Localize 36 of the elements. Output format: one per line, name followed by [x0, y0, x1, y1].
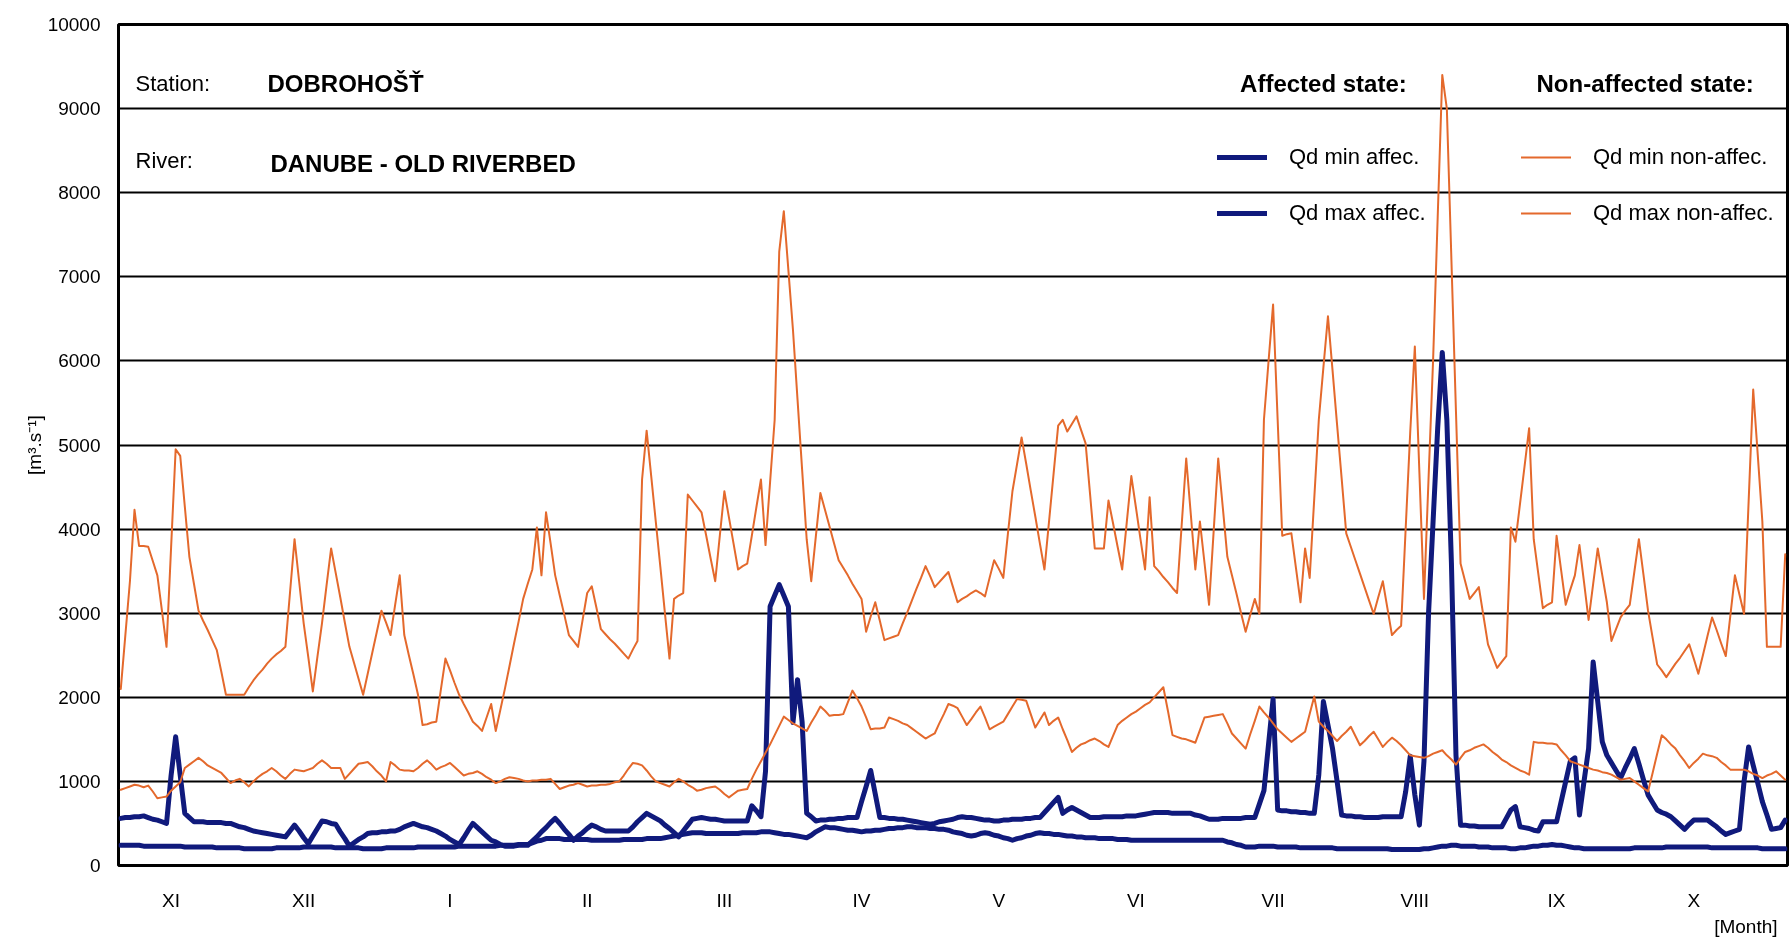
x-tick-label: II [581, 889, 593, 911]
x-tick-label: III [716, 889, 733, 911]
x-tick-label: V [992, 889, 1006, 911]
annotation: DOBROHOŠŤ [267, 69, 424, 97]
x-tick-label: I [447, 889, 453, 911]
annotation: DANUBE - OLD RIVERBED [270, 149, 576, 177]
y-tick-label: 7000 [58, 266, 101, 288]
x-axis-title: [Month] [1714, 915, 1778, 937]
legend-label: Qd min affec. [1289, 144, 1420, 170]
annotation: Non-affected state: [1536, 69, 1754, 97]
x-tick-label: VIII [1400, 889, 1430, 911]
y-tick-label: 4000 [58, 518, 101, 540]
x-tick-label: X [1687, 889, 1701, 911]
y-tick-label: 2000 [58, 686, 101, 708]
legend-label: Qd min non-affec. [1593, 144, 1768, 170]
y-tick-label: 0 [89, 855, 101, 876]
legend-label: Qd max affec. [1289, 200, 1426, 226]
x-tick-label: XI [162, 889, 181, 911]
y-tick-label: 5000 [58, 434, 101, 456]
y-axis-title: [m³.s⁻¹] [23, 415, 45, 475]
y-tick-label: 10000 [47, 14, 101, 35]
x-tick-label: IV [852, 889, 871, 911]
legend-label: Qd max non-affec. [1593, 200, 1774, 226]
y-tick-label: 8000 [58, 182, 101, 204]
x-tick-label: XII [292, 889, 316, 911]
y-tick-label: 1000 [58, 770, 101, 792]
x-tick-label: IX [1547, 889, 1566, 911]
y-tick-label: 6000 [58, 350, 101, 372]
y-tick-label: 9000 [58, 98, 101, 120]
annotation: Affected state: [1240, 69, 1407, 97]
annotation: Station: [135, 70, 211, 96]
line-series [119, 686, 1787, 800]
x-tick-label: VI [1126, 889, 1145, 911]
x-tick-label: VII [1261, 889, 1285, 911]
y-tick-label: 3000 [58, 602, 101, 624]
annotation: River: [135, 148, 193, 174]
